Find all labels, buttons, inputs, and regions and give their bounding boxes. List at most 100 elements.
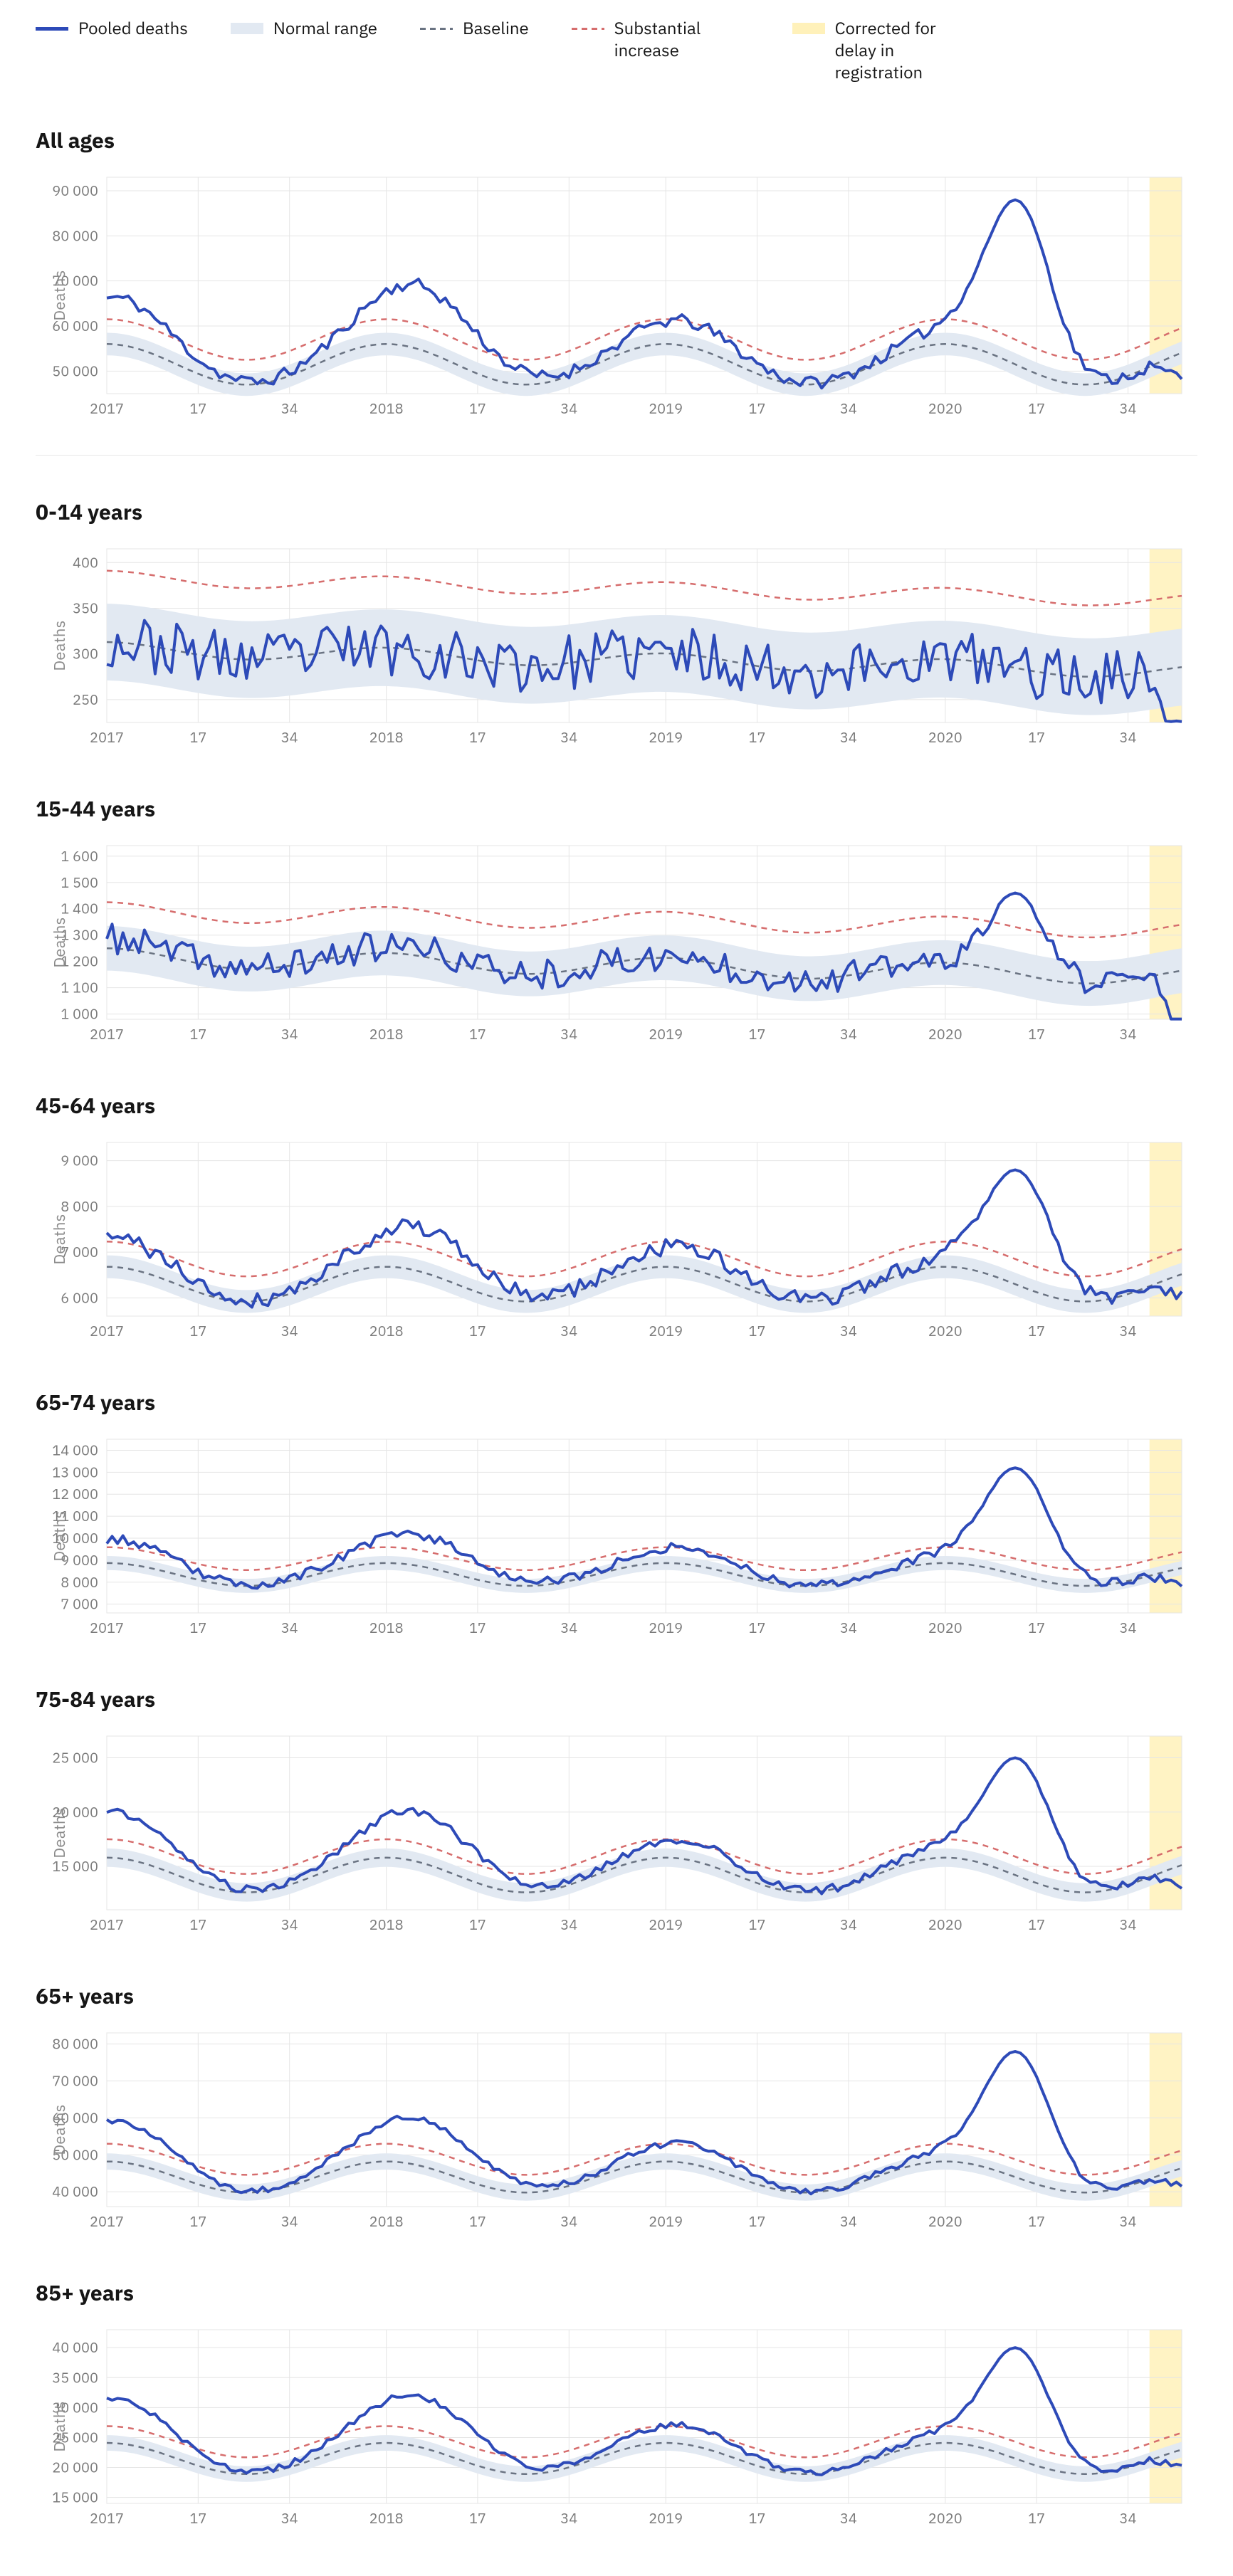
svg-text:17: 17	[749, 1618, 766, 1637]
svg-text:34: 34	[840, 1618, 857, 1637]
svg-text:2018: 2018	[369, 2212, 404, 2231]
svg-text:34: 34	[1120, 399, 1137, 418]
svg-text:34: 34	[840, 1321, 857, 1340]
svg-text:34: 34	[281, 399, 298, 418]
y-axis-label: Deaths	[49, 620, 70, 671]
legend-item-baseline: Baseline	[420, 17, 529, 39]
svg-text:17: 17	[1028, 1915, 1045, 1934]
y-axis-label: Deaths	[49, 1214, 70, 1264]
svg-text:2019: 2019	[649, 1024, 683, 1043]
svg-text:80 000: 80 000	[52, 2034, 98, 2053]
y-axis-label: Deaths	[49, 917, 70, 967]
svg-text:2017: 2017	[90, 1915, 124, 1934]
chart: Deaths7 0008 0009 00010 00011 00012 0001…	[36, 1429, 1197, 1643]
svg-text:40 000: 40 000	[52, 2182, 98, 2201]
legend: Pooled deaths Normal range Baseline Subs…	[36, 17, 1197, 84]
svg-text:1 600: 1 600	[61, 846, 98, 865]
svg-text:17: 17	[469, 1915, 486, 1934]
svg-text:34: 34	[560, 1915, 577, 1934]
chart: Deaths15 00020 00025 00030 00035 00040 0…	[36, 2320, 1197, 2533]
svg-text:34: 34	[840, 399, 857, 418]
svg-text:2020: 2020	[928, 1915, 962, 1934]
svg-text:17: 17	[1028, 1321, 1045, 1340]
svg-text:2017: 2017	[90, 727, 124, 747]
panel-title: 15-44 years	[36, 795, 1197, 823]
svg-text:2017: 2017	[90, 2508, 124, 2528]
svg-text:12 000: 12 000	[52, 1484, 98, 1503]
svg-text:34: 34	[281, 1321, 298, 1340]
svg-text:300: 300	[73, 643, 98, 663]
svg-text:17: 17	[189, 1618, 206, 1637]
svg-text:34: 34	[560, 2508, 577, 2528]
chart: Deaths2503003504002017173420181734201917…	[36, 539, 1197, 752]
panel-title: 65+ years	[36, 1982, 1197, 2010]
chart: Deaths15 00020 00025 0002017173420181734…	[36, 1726, 1197, 1940]
svg-text:17: 17	[1028, 2508, 1045, 2528]
svg-text:34: 34	[840, 1915, 857, 1934]
svg-text:15 000: 15 000	[52, 2487, 98, 2506]
svg-text:17: 17	[469, 399, 486, 418]
svg-text:17: 17	[469, 727, 486, 747]
svg-text:17: 17	[189, 2508, 206, 2528]
svg-text:17: 17	[749, 727, 766, 747]
chart: Deaths1 0001 1001 2001 3001 4001 5001 60…	[36, 836, 1197, 1049]
panel-title: 0-14 years	[36, 498, 1197, 526]
svg-text:34: 34	[1120, 2212, 1137, 2231]
panel-title: All ages	[36, 127, 1197, 154]
svg-text:34: 34	[281, 2508, 298, 2528]
svg-text:17: 17	[1028, 399, 1045, 418]
svg-text:1 400: 1 400	[61, 898, 98, 918]
panel-15_44: 15-44 yearsDeaths1 0001 1001 2001 3001 4…	[36, 795, 1197, 1049]
svg-text:2018: 2018	[369, 727, 404, 747]
svg-text:17: 17	[189, 1024, 206, 1043]
y-axis-label: Deaths	[49, 270, 70, 320]
svg-text:20 000: 20 000	[52, 2457, 98, 2476]
svg-text:17: 17	[749, 1024, 766, 1043]
svg-text:17: 17	[189, 1321, 206, 1340]
svg-text:2020: 2020	[928, 399, 962, 418]
svg-text:13 000: 13 000	[52, 1462, 98, 1481]
svg-text:80 000: 80 000	[52, 226, 98, 245]
svg-text:8 000: 8 000	[61, 1196, 98, 1215]
svg-text:34: 34	[281, 2212, 298, 2231]
svg-text:17: 17	[1028, 1024, 1045, 1043]
svg-text:2017: 2017	[90, 1024, 124, 1043]
svg-text:17: 17	[469, 2508, 486, 2528]
svg-text:34: 34	[1120, 1915, 1137, 1934]
chart: Deaths40 00050 00060 00070 00080 0002017…	[36, 2023, 1197, 2236]
svg-text:70 000: 70 000	[52, 2071, 98, 2090]
svg-text:2018: 2018	[369, 1024, 404, 1043]
svg-text:1 100: 1 100	[61, 977, 98, 997]
swatch-normal-icon	[231, 23, 263, 34]
svg-text:2020: 2020	[928, 727, 962, 747]
svg-text:17: 17	[189, 727, 206, 747]
svg-text:17: 17	[749, 2508, 766, 2528]
svg-text:34: 34	[281, 1024, 298, 1043]
svg-text:17: 17	[189, 1915, 206, 1934]
svg-text:6 000: 6 000	[61, 1288, 98, 1307]
svg-text:17: 17	[749, 1321, 766, 1340]
svg-text:34: 34	[560, 399, 577, 418]
y-axis-label: Deaths	[49, 1510, 70, 1561]
svg-text:2017: 2017	[90, 1321, 124, 1340]
panel-65p: 65+ yearsDeaths40 00050 00060 00070 0008…	[36, 1982, 1197, 2236]
svg-text:250: 250	[73, 689, 98, 708]
legend-label: Corrected for delay in registration	[835, 17, 970, 84]
legend-item-normal: Normal range	[231, 17, 377, 39]
svg-text:2019: 2019	[649, 399, 683, 418]
swatch-delay-icon	[792, 23, 825, 34]
svg-text:34: 34	[1120, 1618, 1137, 1637]
svg-text:1 500: 1 500	[61, 872, 98, 891]
svg-text:34: 34	[560, 2212, 577, 2231]
svg-text:34: 34	[1120, 2508, 1137, 2528]
svg-text:17: 17	[469, 1024, 486, 1043]
svg-text:2019: 2019	[649, 1915, 683, 1934]
svg-text:2020: 2020	[928, 1024, 962, 1043]
svg-text:2020: 2020	[928, 2508, 962, 2528]
svg-text:2017: 2017	[90, 2212, 124, 2231]
svg-text:34: 34	[560, 1618, 577, 1637]
svg-text:2020: 2020	[928, 2212, 962, 2231]
svg-text:2018: 2018	[369, 1915, 404, 1934]
svg-text:1 000: 1 000	[61, 1004, 98, 1023]
legend-item-delay: Corrected for delay in registration	[792, 17, 970, 84]
